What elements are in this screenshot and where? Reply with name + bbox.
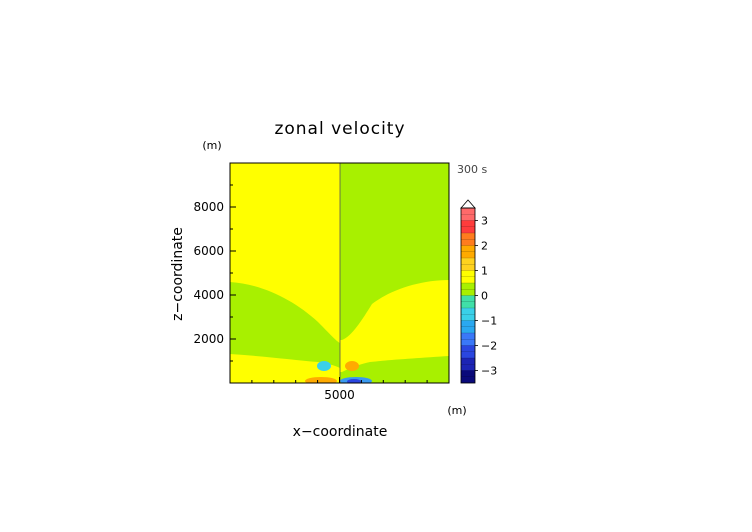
colorbar-tick-label: 2 [481,240,488,253]
positive-blob [345,361,359,371]
y-tick-label: 2000 [193,332,224,346]
y-tick-label: 4000 [193,288,224,302]
colorbar-tick-label: −2 [481,340,497,353]
x-unit-label: (m) [447,404,466,417]
y-tick-label: 6000 [193,244,224,258]
colorbar-tick-label: 3 [481,215,488,228]
colorbar: −3 −2 −1 0 1 2 3 [460,199,497,384]
axis-ticks: 5000 2000 4000 6000 8000 [193,184,428,402]
chart-title: zonal velocity [274,119,405,139]
colorbar-extend-top [460,199,476,209]
positive-core [305,377,337,383]
negative-blob [317,361,331,371]
y-unit-label: (m) [202,139,221,152]
y-axis-label: z−coordinate [170,227,186,321]
negative-core-inner [347,379,361,383]
contour-plot: 5000 2000 4000 6000 8000 [193,162,450,402]
x-axis-label: x−coordinate [293,424,388,440]
x-tick-label: 5000 [324,388,355,402]
colorbar-tick-label: 0 [481,290,488,303]
field-left-yellow-band [230,354,340,383]
y-tick-label: 8000 [193,200,224,214]
colorbar-tick-label: −1 [481,315,497,328]
colorbar-tick-label: −3 [481,365,497,378]
time-label: 300 s [457,163,487,176]
field-right-yellow-lobe [340,280,449,372]
colorbar-tick-label: 1 [481,265,488,278]
